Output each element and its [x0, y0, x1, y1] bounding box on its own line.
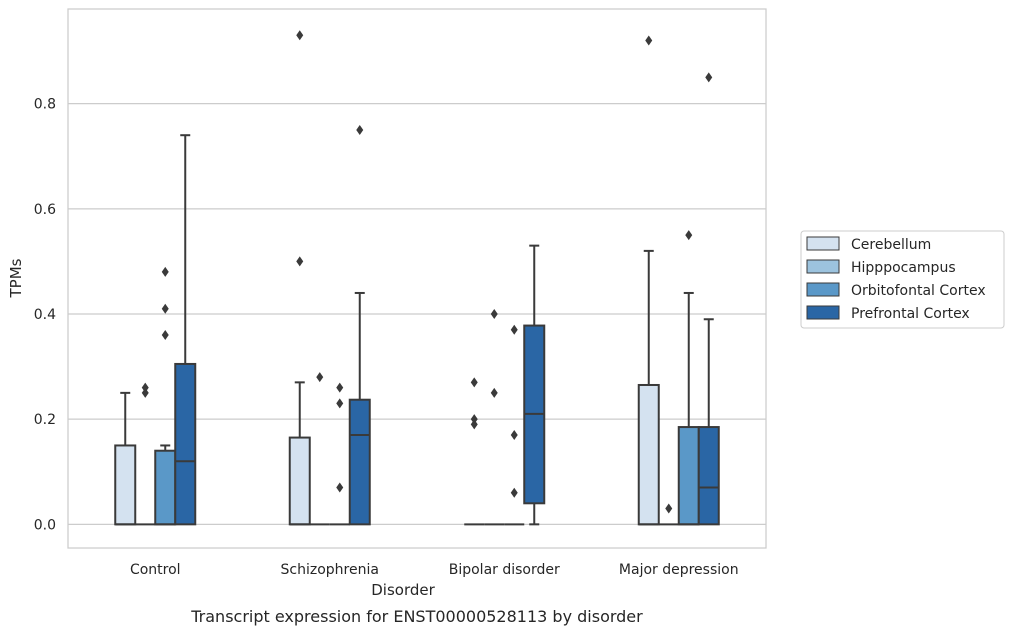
y-tick-label: 0.0	[34, 517, 56, 533]
box-1-2	[329, 382, 350, 526]
legend-label: Cerebellum	[851, 237, 931, 253]
box-0-3	[174, 134, 197, 526]
legend: Cerebellum Hipppocampus Orbitofontal Corte…	[800, 230, 1005, 329]
outlier-point	[705, 72, 713, 83]
box-rect	[288, 436, 311, 526]
box-2-2	[504, 324, 525, 526]
box-2-3	[523, 244, 546, 526]
box-rect	[174, 362, 197, 526]
outlier-point	[161, 330, 169, 341]
box-plot-area	[114, 30, 720, 526]
y-tick-label: 0.6	[34, 202, 56, 218]
outlier-point	[141, 382, 149, 393]
outlier-point	[490, 308, 498, 319]
legend-swatch	[806, 305, 840, 320]
y-axis-title: TPMs	[7, 258, 25, 298]
box-2-1	[484, 308, 505, 526]
box-2-0	[464, 377, 485, 526]
outlier-point	[685, 230, 693, 241]
legend-swatch	[806, 236, 840, 251]
box-rect	[114, 444, 137, 526]
outlier-point	[470, 419, 478, 430]
box-rect	[677, 426, 700, 526]
outlier-point	[161, 266, 169, 277]
box-3-2	[677, 230, 700, 526]
box-3-1	[658, 503, 679, 526]
outlier-point	[645, 35, 653, 46]
y-tick-label: 0.8	[34, 97, 56, 113]
outlier-point	[296, 256, 304, 267]
outlier-point	[356, 124, 364, 135]
box-1-0	[288, 30, 311, 526]
x-axis-ticks: Control Schizophrenia Bipolar disorder Majo…	[130, 562, 739, 578]
legend-label: Prefrontal Cortex	[851, 306, 970, 322]
legend-item: Cerebellum	[806, 236, 931, 253]
box-1-1	[309, 372, 330, 526]
x-tick-label: Control	[130, 562, 181, 578]
plot-frame	[67, 8, 767, 549]
outlier-point	[336, 482, 344, 493]
outlier-point	[470, 377, 478, 388]
y-tick-label: 0.2	[34, 412, 56, 428]
box-0-0	[114, 391, 137, 526]
legend-label: Hipppocampus	[851, 260, 956, 276]
x-tick-label: Schizophrenia	[281, 562, 379, 578]
box-3-0	[637, 35, 660, 526]
box-rect	[697, 426, 720, 526]
legend-item: Prefrontal Cortex	[806, 305, 970, 322]
y-axis-ticks: 0.0 0.2 0.4 0.6 0.8	[34, 97, 56, 534]
box-rect	[637, 383, 660, 526]
figure-caption: Transcript expression for ENST0000052811…	[190, 607, 643, 626]
outlier-point	[296, 30, 304, 41]
outlier-point	[665, 503, 673, 514]
outlier-point	[490, 387, 498, 398]
box-3-3	[697, 72, 720, 526]
y-tick-label: 0.4	[34, 307, 56, 323]
legend-item: Orbitofontal Cortex	[806, 282, 986, 299]
box-1-3	[348, 124, 371, 526]
outlier-point	[141, 387, 149, 398]
legend-item: Hipppocampus	[806, 259, 956, 276]
legend-label: Orbitofontal Cortex	[851, 283, 986, 299]
outlier-point	[336, 398, 344, 409]
outlier-point	[510, 324, 518, 335]
x-tick-label: Bipolar disorder	[449, 562, 560, 578]
x-tick-label: Major depression	[619, 562, 739, 578]
box-rect	[348, 398, 371, 526]
legend-frame	[800, 230, 1005, 329]
outlier-point	[161, 303, 169, 314]
box-0-1	[135, 382, 156, 526]
outlier-point	[470, 414, 478, 425]
legend-swatch	[806, 259, 840, 274]
outlier-point	[510, 429, 518, 440]
box-0-2	[154, 266, 177, 526]
outlier-point	[316, 372, 324, 383]
legend-swatch	[806, 282, 840, 297]
x-axis-title: Disorder	[371, 581, 435, 599]
outlier-point	[336, 382, 344, 393]
outlier-point	[510, 487, 518, 498]
box-rect	[154, 449, 177, 526]
